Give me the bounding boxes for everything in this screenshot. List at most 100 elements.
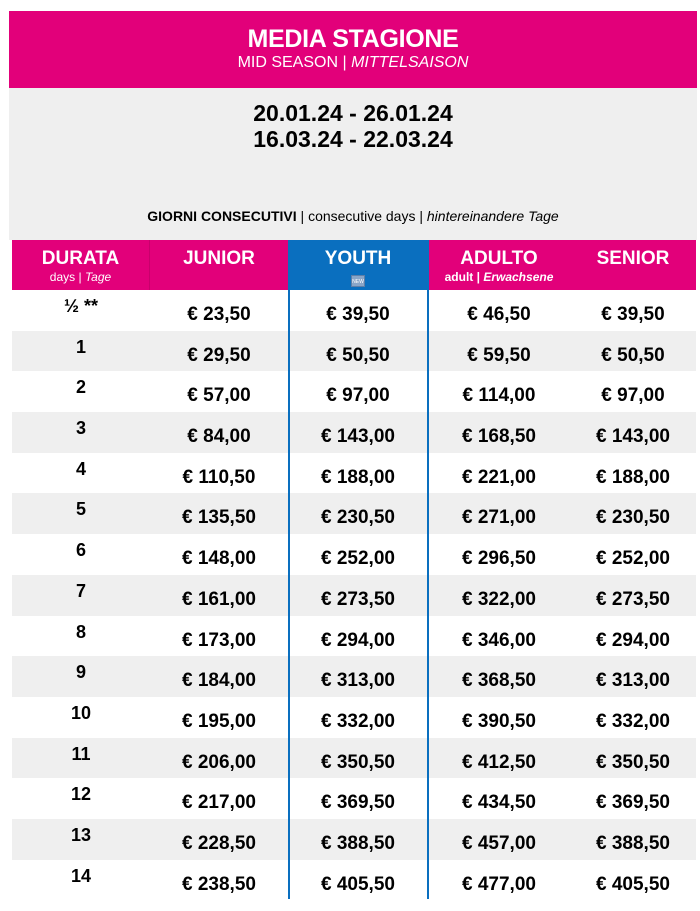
separator: | — [296, 208, 309, 224]
cell-duration: 4 — [75, 458, 86, 479]
period-2: 16.03.24 - 22.03.24 — [253, 126, 453, 152]
cell-duration: 5 — [75, 499, 86, 520]
cell-senior: € 50,50 — [601, 344, 665, 366]
note-it: GIORNI CONSECUTIVI — [147, 208, 297, 224]
cell-youth: € 369,50 — [321, 792, 395, 814]
cell-senior: € 350,50 — [596, 751, 670, 773]
cell-adult: € 412,50 — [462, 751, 536, 773]
col-sub-en: days — [49, 270, 76, 284]
cell-youth: € 273,50 — [321, 588, 395, 610]
cell-duration: 7 — [75, 580, 86, 601]
cell-senior: € 252,00 — [596, 548, 670, 570]
cell-adult: € 296,50 — [462, 548, 536, 570]
cell-youth: € 388,50 — [321, 832, 395, 854]
table-row: 2 € 57,00 € 97,00 € 114,00 € 97,00 — [12, 371, 696, 412]
cell-duration: 13 — [70, 824, 92, 845]
table-row: 1 € 29,50 € 50,50 € 59,50 € 50,50 — [12, 330, 696, 372]
cell-senior: € 39,50 — [601, 304, 665, 325]
cell-adult: € 168,50 — [462, 426, 536, 448]
period-1: 20.01.24 - 26.01.24 — [253, 100, 453, 126]
cell-duration: 1 — [75, 336, 86, 357]
cell-senior: € 405,50 — [596, 873, 670, 895]
cell-senior: € 97,00 — [601, 385, 665, 407]
cell-junior: € 238,50 — [182, 873, 256, 895]
cell-junior: € 110,50 — [182, 466, 256, 488]
col-sub-en: adult — [444, 270, 474, 284]
table-row: ½ ** € 23,50 € 39,50 € 46,50 € 39,50 — [12, 290, 696, 331]
table-header: DURATA days | Tage JUNIOR YOUTH NEW ADULTO… — [12, 240, 696, 290]
cell-junior: € 161,00 — [182, 588, 256, 610]
period-panel: 20.01.24 - 26.01.24 16.03.24 - 22.03.24 … — [9, 88, 697, 240]
cell-youth: € 39,50 — [326, 304, 390, 325]
table-row: 6 € 148,00 € 252,00 € 296,50 € 252,00 — [12, 534, 696, 575]
cell-senior: € 230,50 — [596, 507, 670, 529]
cell-duration: 8 — [75, 621, 86, 642]
cell-youth: € 143,00 — [321, 426, 395, 448]
cell-duration: 9 — [75, 662, 86, 683]
separator: | — [338, 54, 352, 71]
col-junior: JUNIOR — [150, 240, 288, 290]
cell-junior: € 57,00 — [187, 385, 251, 407]
page-title: MEDIA STAGIONE — [247, 25, 459, 53]
cell-junior: € 217,00 — [182, 792, 256, 814]
col-duration: DURATA days | Tage — [12, 240, 150, 290]
cell-adult: € 346,00 — [462, 629, 536, 651]
table-row: 13 € 228,50 € 388,50 € 457,00 € 388,50 — [12, 818, 696, 860]
cell-senior: € 313,00 — [596, 670, 670, 692]
col-senior: SENIOR — [570, 240, 696, 290]
cell-duration: 2 — [75, 377, 86, 398]
cell-adult: € 477,00 — [462, 873, 536, 895]
table-row: 12 € 217,00 € 369,50 € 434,50 € 369,50 — [12, 778, 696, 819]
cell-youth: € 405,50 — [321, 873, 395, 895]
page-subtitle: MID SEASON | MITTELSAISON — [9, 54, 697, 72]
cell-adult: € 271,00 — [462, 507, 536, 529]
cell-adult: € 457,00 — [462, 832, 536, 854]
cell-youth: € 188,00 — [321, 466, 395, 488]
cell-duration: 6 — [75, 540, 86, 561]
cell-duration: 14 — [70, 865, 92, 886]
subtitle-de: MITTELSAISON — [351, 54, 469, 71]
col-sub-de: Tage — [84, 270, 112, 284]
cell-junior: € 135,50 — [182, 507, 256, 529]
cell-junior: € 173,00 — [182, 629, 256, 651]
cell-senior: € 388,50 — [596, 832, 670, 854]
cell-junior: € 206,00 — [182, 751, 256, 773]
cell-adult: € 390,50 — [462, 710, 536, 732]
table-row: 11 € 206,00 € 350,50 € 412,50 € 350,50 — [12, 737, 696, 779]
col-label: ADULTO — [460, 248, 538, 269]
col-label: SENIOR — [596, 248, 670, 269]
cell-youth: € 50,50 — [326, 344, 390, 366]
separator: | — [415, 208, 427, 224]
cell-junior: € 29,50 — [187, 344, 251, 366]
cell-youth: € 294,00 — [321, 629, 395, 651]
col-label: DURATA — [41, 248, 120, 269]
cell-youth: € 350,50 — [321, 751, 395, 773]
cell-adult: € 114,00 — [462, 385, 536, 407]
table-row: 14 € 238,50 € 405,50 € 477,00 € 405,50 — [12, 860, 696, 901]
cell-senior: € 143,00 — [596, 426, 670, 448]
season-header: MEDIA STAGIONE MID SEASON | MITTELSAISON — [9, 11, 697, 88]
subtitle-en: MID SEASON — [237, 54, 339, 71]
cell-adult: € 368,50 — [462, 670, 536, 692]
cell-adult: € 322,00 — [462, 588, 536, 610]
price-table: ½ ** € 23,50 € 39,50 € 46,50 € 39,50 1 € 29,50… — [12, 290, 696, 900]
cell-senior: € 273,50 — [596, 588, 670, 610]
cell-senior: € 332,00 — [596, 710, 670, 732]
cell-youth: € 332,00 — [321, 710, 395, 732]
table-row: 8 € 173,00 € 294,00 € 346,00 € 294,00 — [12, 616, 696, 657]
cell-junior: € 148,00 — [182, 548, 256, 570]
cell-duration: 3 — [75, 418, 86, 439]
cell-adult: € 434,50 — [462, 792, 536, 814]
col-sub-de: Erwachsene — [483, 270, 554, 284]
cell-junior: € 23,50 — [187, 304, 251, 325]
cell-senior: € 294,00 — [596, 629, 670, 651]
cell-adult: € 221,00 — [462, 466, 536, 488]
new-badge-icon: NEW — [351, 275, 365, 287]
table-row: 4 € 110,50 € 188,00 € 221,00 € 188,00 — [12, 453, 696, 494]
cell-adult: € 59,50 — [467, 344, 531, 366]
cell-junior: € 195,00 — [182, 710, 256, 732]
note-en: consecutive days — [308, 208, 416, 224]
cell-duration: 12 — [70, 784, 92, 805]
cell-youth: € 97,00 — [326, 385, 390, 407]
cell-youth: € 313,00 — [321, 670, 395, 692]
